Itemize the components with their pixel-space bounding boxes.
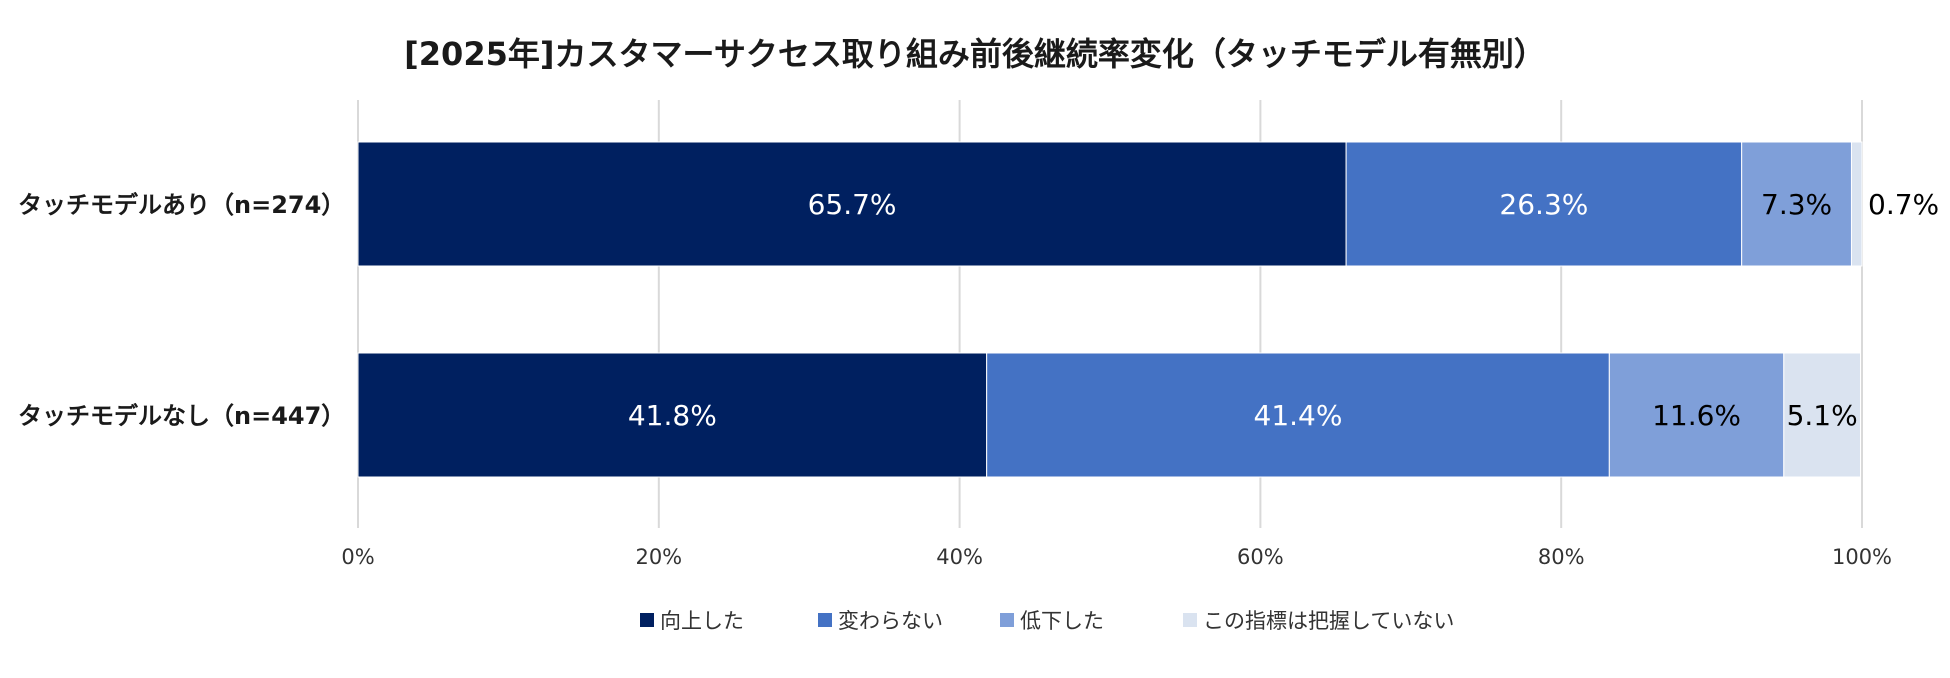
data-label: 41.4% [1254,399,1343,432]
legend: 向上した 変わらない 低下した この指標は把握していない [640,609,1454,633]
legend-swatch [818,613,832,627]
data-label: 7.3% [1761,188,1832,221]
value-axis: 0% 20% 40% 60% 80% 100% [341,545,1892,569]
bar-segment [1608,352,1785,478]
legend-label: この指標は把握していない [1203,609,1454,633]
legend-label: 低下した [1020,609,1104,633]
legend-swatch [1183,613,1197,627]
data-label: 5.1% [1787,399,1858,432]
category-label: タッチモデルあり（n=274） [18,191,345,219]
legend-label: 変わらない [838,609,943,633]
bar-segment [1850,141,1863,267]
data-label: 41.8% [628,399,717,432]
legend-swatch [640,613,654,627]
x-tick-label: 0% [341,545,374,569]
data-label: 11.6% [1652,399,1741,432]
x-tick-label: 60% [1237,545,1284,569]
bar-segment [1741,141,1852,267]
category-axis: タッチモデルあり（n=274） タッチモデルなし（n=447） [18,191,345,430]
x-tick-label: 40% [936,545,983,569]
bar-segment [357,352,988,478]
bar-segment [357,141,1347,267]
x-tick-label: 100% [1832,545,1892,569]
bar-segment [1783,352,1861,478]
x-tick-label: 20% [635,545,682,569]
x-tick-label: 80% [1538,545,1585,569]
data-label: 26.3% [1499,188,1588,221]
legend-swatch [1000,613,1014,627]
bar-segment [986,352,1610,478]
legend-label: 向上した [660,609,744,633]
category-label: タッチモデルなし（n=447） [18,402,345,430]
plot-area: 65.7% 26.3% 7.3% 0.7% 41.8% 41.4% 11.6% 5.1% [357,141,1939,478]
chart-title: [2025年]カスタマーサクセス取り組み前後継続率変化（タッチモデル有無別） [404,35,1546,73]
data-label: 0.7% [1868,188,1939,221]
data-label: 65.7% [808,188,897,221]
